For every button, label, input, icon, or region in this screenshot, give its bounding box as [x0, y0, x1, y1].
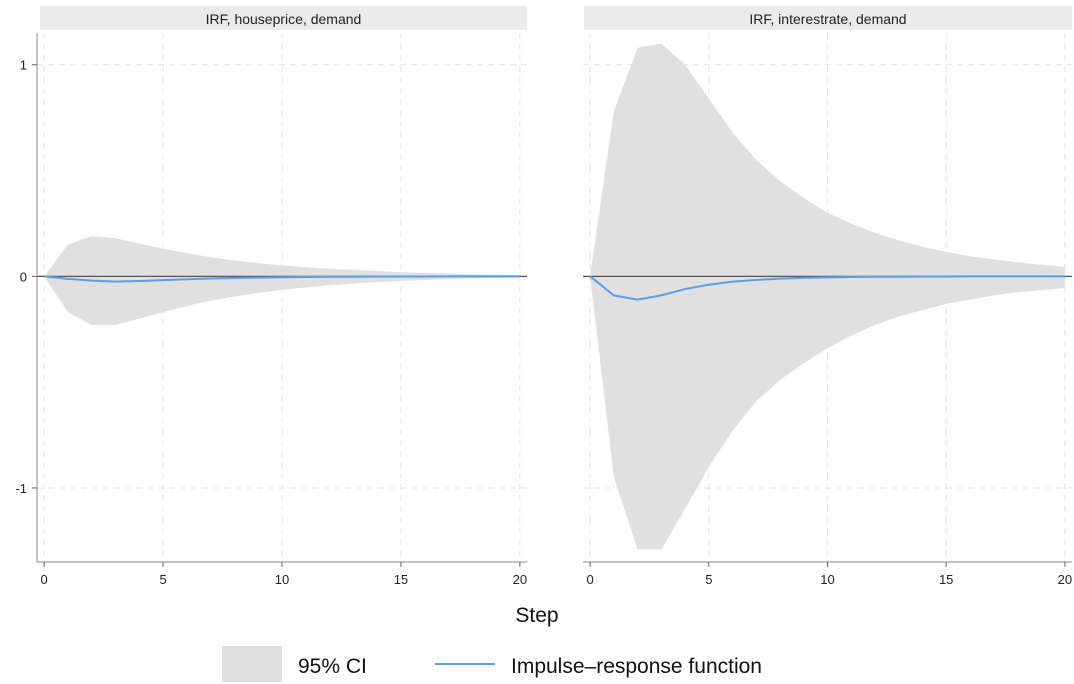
panel-title-strip — [584, 6, 1072, 30]
panel-2: IRF, interestrate, demand 0 5 10 15 20 — [583, 6, 1072, 587]
x-axis-title: Step — [515, 604, 558, 627]
panel-title-strip — [40, 6, 527, 30]
x-tick-label: 5 — [705, 572, 712, 587]
legend-ci-swatch — [222, 646, 282, 682]
panel-title: IRF, houseprice, demand — [206, 11, 362, 27]
x-tick-label: 10 — [820, 572, 834, 587]
legend-ci-label: 95% CI — [298, 655, 367, 678]
legend-irf-label: Impulse–response function — [511, 655, 762, 678]
x-tick-label: 0 — [41, 572, 48, 587]
ci-band — [44, 236, 520, 326]
y-tick-label: 1 — [20, 58, 27, 73]
y-tick-label: -1 — [15, 481, 27, 496]
x-tick-label: 15 — [394, 572, 408, 587]
x-tick-label: 20 — [1058, 572, 1072, 587]
y-tick-label: 0 — [20, 269, 27, 284]
x-tick-label: 15 — [939, 572, 953, 587]
x-tick-label: 20 — [513, 572, 527, 587]
x-tick-label: 0 — [587, 572, 594, 587]
x-tick-label: 10 — [275, 572, 289, 587]
x-tick-label: 5 — [159, 572, 166, 587]
legend: 95% CI Impulse–response function — [222, 646, 762, 682]
panel-title: IRF, interestrate, demand — [749, 11, 906, 27]
ci-band — [590, 43, 1065, 550]
